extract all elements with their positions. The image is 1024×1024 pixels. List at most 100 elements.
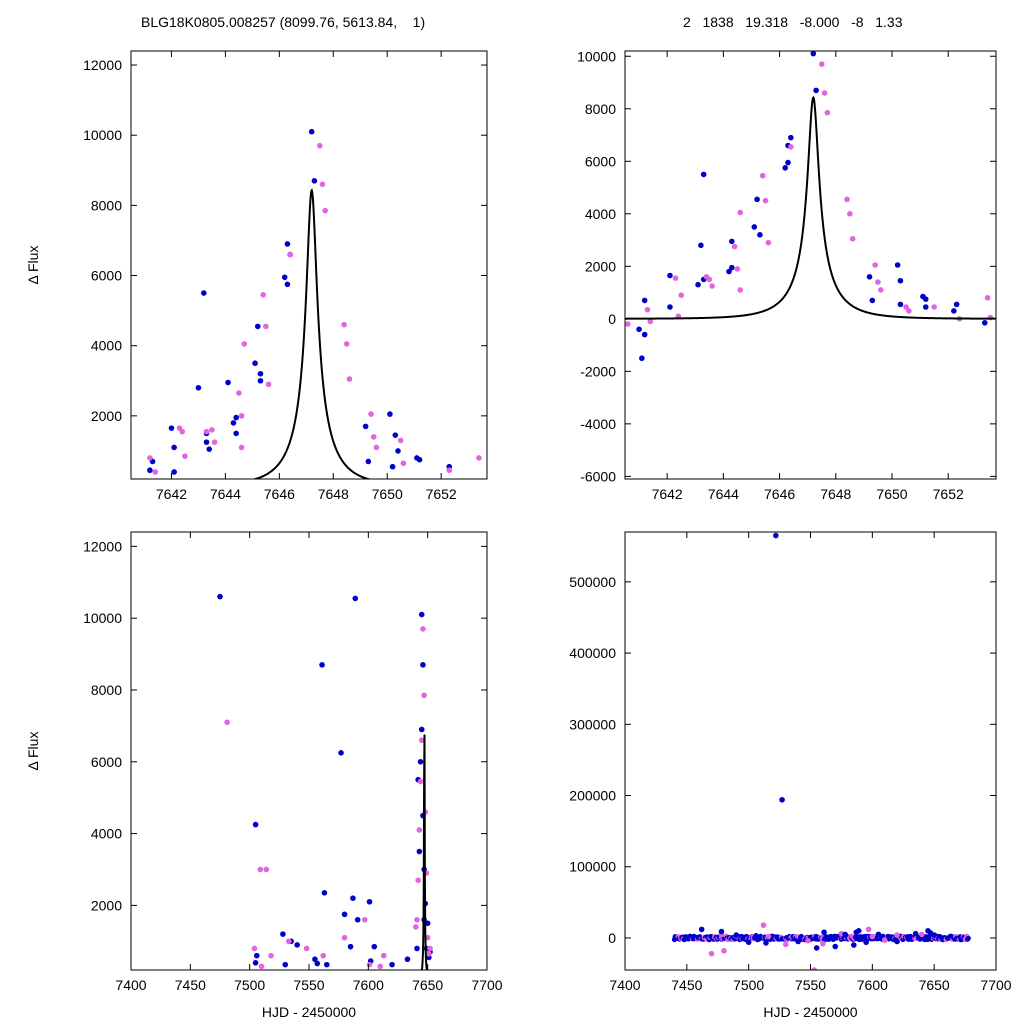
data-point xyxy=(418,726,425,733)
panel-2: 7642 7644 7646 7648 7650 7652 -6000 -4000 -2000 0… xyxy=(577,48,997,502)
chart-title-left: BLG18K0805.008257 (8099.76, 5613.84, 1) xyxy=(141,14,426,30)
data-point xyxy=(636,326,642,333)
x-tick-label: 7650 xyxy=(412,977,443,993)
data-point xyxy=(894,938,900,945)
data-point xyxy=(361,916,368,923)
data-point xyxy=(733,932,740,938)
data-point xyxy=(695,281,701,288)
data-point xyxy=(387,411,393,417)
data-point xyxy=(842,931,848,938)
y-tick-label: -6000 xyxy=(580,468,616,484)
x-axis-label: HJD - 2450000 xyxy=(763,1004,857,1020)
x-tick-label: 7550 xyxy=(293,977,324,993)
data-point xyxy=(230,420,237,426)
x-tick-label: 7652 xyxy=(933,486,964,502)
data-point xyxy=(168,425,175,431)
data-point xyxy=(919,931,925,938)
y-tick-label: 6000 xyxy=(585,153,616,169)
x-tick-label: 7646 xyxy=(764,486,795,502)
data-point xyxy=(252,960,259,966)
data-point xyxy=(855,928,862,934)
data-point xyxy=(311,178,318,184)
x-tick-label: 7500 xyxy=(234,977,265,993)
data-point xyxy=(757,232,763,238)
data-point xyxy=(698,242,704,249)
data-point xyxy=(647,318,654,325)
data-point xyxy=(171,444,177,451)
x-tick-label: 7450 xyxy=(175,977,206,993)
data-point xyxy=(397,437,404,444)
data-point xyxy=(201,290,207,296)
y-axis-label: Δ Flux xyxy=(25,732,41,771)
x-axis-label: HJD - 2450000 xyxy=(262,1004,356,1020)
data-point xyxy=(415,877,421,884)
data-point xyxy=(413,924,419,930)
panel-4: 7400 7450 7500 7550 7600 7650 7700 0 100000 20000… xyxy=(569,531,1012,1020)
y-tick-label: 10000 xyxy=(577,48,616,64)
data-point xyxy=(389,961,395,968)
y-tick-label: 10000 xyxy=(83,610,122,626)
data-point xyxy=(872,262,878,268)
y-axis-label: Δ Flux xyxy=(25,246,41,285)
data-point xyxy=(641,297,648,304)
data-point xyxy=(737,209,744,216)
data-point xyxy=(179,428,186,435)
data-point xyxy=(667,304,673,310)
x-tick-label: 7400 xyxy=(115,977,146,993)
data-point xyxy=(729,238,735,245)
data-point xyxy=(233,414,239,421)
data-point xyxy=(869,297,876,304)
data-point xyxy=(319,662,325,668)
data-point xyxy=(765,239,772,246)
data-point xyxy=(400,460,407,467)
data-point xyxy=(760,922,767,928)
data-point xyxy=(341,911,348,918)
data-point xyxy=(377,963,384,970)
y-tick-label: -4000 xyxy=(580,416,616,432)
data-point xyxy=(316,142,323,149)
data-point xyxy=(217,593,223,600)
data-point xyxy=(811,967,818,970)
data-point xyxy=(350,895,356,901)
data-point xyxy=(639,355,645,362)
data-point xyxy=(763,940,769,946)
data-point xyxy=(721,947,727,954)
data-point xyxy=(257,866,264,873)
data-point xyxy=(341,934,348,941)
data-point xyxy=(782,165,789,171)
data-point xyxy=(734,266,741,272)
data-point xyxy=(420,626,426,632)
data-point xyxy=(894,932,900,938)
x-tick-label: 7600 xyxy=(353,977,384,993)
data-point xyxy=(700,171,707,178)
data-point xyxy=(260,292,266,298)
data-point xyxy=(850,942,857,948)
y-tick-label: 2000 xyxy=(91,897,122,913)
model-curve xyxy=(251,188,372,479)
data-point xyxy=(322,207,328,214)
data-point xyxy=(281,274,288,281)
y-tick-label: 12000 xyxy=(83,57,122,73)
data-point xyxy=(286,938,292,945)
data-point xyxy=(368,411,374,417)
data-point xyxy=(263,866,270,873)
x-tick-label: 7650 xyxy=(372,486,403,502)
data-point xyxy=(284,281,291,288)
plot-area xyxy=(671,532,971,970)
data-point xyxy=(813,945,820,951)
data-point xyxy=(414,945,420,952)
y-tick-label: 6000 xyxy=(91,754,122,770)
plot-frame xyxy=(130,50,488,480)
data-point xyxy=(729,264,735,271)
x-tick-label: 7550 xyxy=(795,977,826,993)
data-point xyxy=(785,159,791,166)
y-tick-label: 4000 xyxy=(91,338,122,354)
x-tick-label: 7644 xyxy=(708,486,739,502)
data-point xyxy=(980,478,983,479)
data-point xyxy=(824,109,831,116)
data-point xyxy=(844,196,850,203)
data-point xyxy=(404,956,411,963)
data-point xyxy=(257,370,264,377)
data-point xyxy=(294,942,300,948)
